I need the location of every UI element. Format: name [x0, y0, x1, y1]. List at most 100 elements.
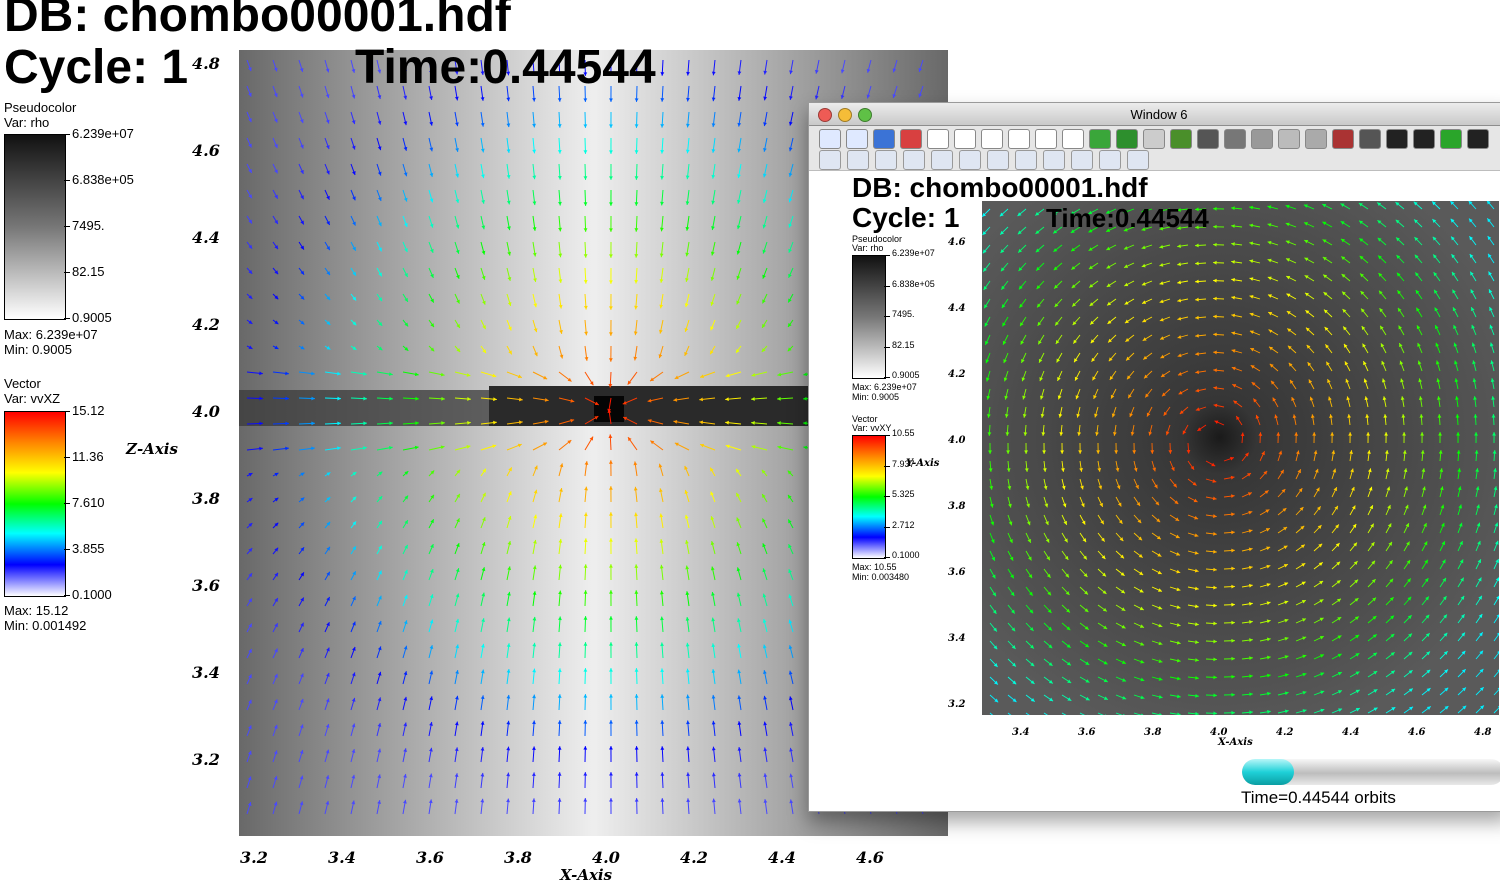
minimize-button[interactable]	[838, 108, 852, 122]
w6-x-tick-label: 4.0	[1210, 727, 1228, 738]
w6-plot-background	[982, 201, 1499, 715]
legend-tick-mark	[884, 377, 890, 378]
legend-tick-mark	[64, 318, 70, 319]
legend-tick-label: 7.937	[892, 458, 915, 469]
toolbar-button	[1170, 129, 1192, 149]
toolbar-button	[846, 129, 868, 149]
vector-var: Var: vvXZ	[4, 391, 61, 406]
y-tick-label: 3.2	[192, 750, 220, 769]
toolbar-button	[981, 129, 1003, 149]
w6-y-tick-label: 4.0	[948, 435, 966, 446]
x-tick-label: 4.2	[680, 848, 708, 867]
y-tick-label: 3.6	[192, 576, 220, 595]
toolbar-button	[1197, 129, 1219, 149]
toolbar-button	[1035, 129, 1057, 149]
main-y-axis-title: Z-Axis	[126, 440, 178, 458]
toolbar-button	[927, 129, 949, 149]
legend-tick-label: 7495.	[72, 218, 105, 233]
close-button[interactable]	[818, 108, 832, 122]
x-tick-label: 3.4	[328, 848, 356, 867]
w6-x-axis-title: X-Axis	[1218, 737, 1253, 748]
pseudocolor-min: Min: 0.9005	[4, 342, 72, 357]
pseudocolor-max: Max: 6.239e+07	[4, 327, 98, 342]
toolbar-tool-button	[1127, 150, 1149, 170]
time-label: Time:0.44544	[355, 41, 656, 94]
toolbar-button	[819, 129, 841, 149]
toolbar-button	[1359, 129, 1381, 149]
zoom-button[interactable]	[858, 108, 872, 122]
toolbar-button	[1089, 129, 1111, 149]
w6-x-tick-label: 3.6	[1078, 727, 1096, 738]
toolbar-button	[1143, 129, 1165, 149]
legend-tick-mark	[884, 496, 890, 497]
db-label: DB: chombo00001.hdf	[4, 0, 511, 42]
w6-y-tick-label: 3.6	[948, 567, 966, 578]
w6-cycle-label: Cycle: 1	[852, 202, 960, 233]
w6-y-tick-label: 3.4	[948, 633, 966, 644]
x-tick-label: 4.0	[592, 848, 620, 867]
legend-tick-mark	[884, 255, 890, 256]
window-6[interactable]: Window 6 DB: chombo00001.hdf Cycle: 1 Ti…	[808, 102, 1500, 812]
y-tick-label: 4.8	[192, 54, 220, 73]
x-tick-label: 4.6	[856, 848, 884, 867]
main-vector-field	[246, 59, 924, 815]
legend-tick-mark	[64, 549, 70, 550]
toolbar-button	[1467, 129, 1489, 149]
toolbar-button	[1224, 129, 1246, 149]
legend-tick-mark	[64, 226, 70, 227]
legend-tick-label: 82.15	[892, 339, 915, 350]
legend-tick-label: 3.855	[72, 541, 105, 556]
w6-pseudocolor-min: Min: 0.9005	[852, 392, 900, 402]
vector-min: Min: 0.001492	[4, 618, 87, 633]
w6-x-tick-label: 4.2	[1276, 727, 1294, 738]
w6-vector-colorbar	[852, 435, 886, 559]
toolbar-tool-button	[1015, 150, 1037, 170]
legend-tick-mark	[884, 346, 890, 348]
time-slider-fill	[1242, 759, 1295, 785]
w6-time-label: Time:0.44544	[1046, 203, 1209, 233]
legend-tick-mark	[884, 285, 890, 287]
toolbar-button	[900, 129, 922, 149]
w6-plot-svg	[982, 201, 1499, 715]
legend-tick-label: 0.1000	[892, 550, 920, 560]
w6-x-tick-label: 3.8	[1144, 727, 1162, 738]
legend-tick-label: 0.9005	[892, 370, 920, 380]
legend-tick-label: 11.36	[72, 449, 104, 464]
w6-plot-area[interactable]	[982, 201, 1499, 715]
y-tick-label: 3.4	[192, 663, 220, 682]
w6-y-tick-label: 4.4	[948, 303, 966, 314]
toolbar-tool-button	[931, 150, 953, 170]
toolbar-button	[1413, 129, 1435, 149]
legend-tick-label: 15.12	[72, 403, 105, 418]
x-tick-label: 3.6	[416, 848, 444, 867]
legend-tick-label: 6.239e+07	[892, 248, 935, 258]
toolbar-button	[1116, 129, 1138, 149]
toolbar-tool-button	[819, 150, 841, 170]
w6-x-tick-label: 4.4	[1342, 727, 1360, 738]
window-titlebar[interactable]: Window 6	[809, 103, 1500, 126]
w6-vector-max: Max: 10.55	[852, 562, 897, 572]
legend-tick-mark	[64, 503, 70, 504]
toolbar-tool-button	[1043, 150, 1065, 170]
pseudocolor-colorbar	[4, 134, 66, 320]
y-tick-label: 4.0	[192, 402, 220, 421]
w6-pseudocolor-title: Pseudocolor	[852, 234, 903, 244]
w6-vector-var: Var: vvXY	[852, 423, 892, 433]
y-tick-label: 4.4	[192, 228, 220, 247]
y-tick-label: 4.2	[192, 315, 220, 334]
w6-vector-field	[982, 201, 1499, 715]
legend-tick-mark	[884, 316, 890, 317]
legend-tick-label: 82.15	[72, 264, 105, 279]
time-slider[interactable]	[1242, 759, 1500, 785]
toolbar-tool-button	[1071, 150, 1093, 170]
legend-tick-label: 6.838e+05	[72, 172, 134, 187]
legend-tick-label: 5.325	[892, 489, 915, 499]
w6-y-tick-label: 3.2	[948, 699, 966, 710]
toolbar-button	[1386, 129, 1408, 149]
vector-colorbar	[4, 411, 66, 597]
legend-tick-mark	[64, 411, 70, 412]
legend-tick-label: 6.838e+05	[892, 278, 935, 289]
legend-tick-label: 0.1000	[72, 587, 112, 602]
legend-tick-mark	[884, 526, 890, 528]
x-tick-label: 3.8	[504, 848, 532, 867]
